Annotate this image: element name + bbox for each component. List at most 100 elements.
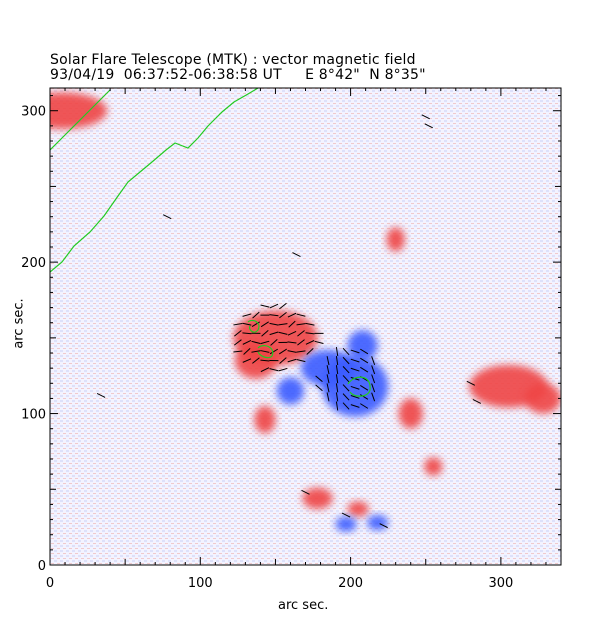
negative-region-3 [347,330,378,361]
y-tick-label: 300 [21,105,46,120]
axis-ticks [49,88,562,566]
field-vector-83 [350,367,360,372]
field-vector-78 [342,347,350,356]
negative-region-2 [276,377,304,405]
neutral-line-positive [247,319,260,333]
field-vector-94 [371,383,376,393]
field-vector-45 [287,312,297,318]
field-vector-84 [350,358,360,363]
field-vector-87 [360,394,369,400]
vector-field [96,114,482,529]
field-vector-8 [242,322,252,326]
field-vector-79 [350,404,360,408]
field-vector-55 [305,322,315,326]
field-vector-50 [296,323,306,326]
field-vector-57 [315,375,323,383]
field-vector-67 [335,383,339,393]
x-tick-label: 300 [488,576,513,591]
field-vector-6 [242,339,252,345]
x-axis-label: arc sec. [278,598,329,613]
field-vector-43 [287,330,297,336]
field-vector-18 [260,350,270,353]
field-vector-64 [326,356,330,366]
field-vector-56 [315,384,323,392]
field-vector-81 [350,385,360,390]
field-vector-102 [292,252,301,258]
field-vector-33 [279,357,287,364]
tick-labels: 0 100 200 300 0 100 200 300 [21,105,513,591]
field-vector-63 [326,365,330,375]
field-vector-72 [342,402,350,410]
field-vector-49 [297,330,305,337]
positive-region-5 [254,406,276,434]
field-vector-16 [260,367,270,373]
field-vector-85 [350,349,360,354]
field-vector-26 [269,348,279,355]
field-vector-53 [305,340,315,345]
field-vector-61 [326,383,330,393]
field-vector-42 [287,341,297,344]
field-vector-80 [350,395,360,399]
field-vector-10 [252,357,260,364]
field-vector-23 [260,304,270,308]
field-vector-97 [371,356,376,365]
field-vector-4 [242,358,252,363]
negative-region-5 [367,515,389,531]
y-tick-label: 0 [38,559,46,574]
field-vector-41 [287,350,297,353]
field-vector-68 [335,374,339,384]
x-tick-label: 0 [46,576,54,591]
field-vector-20 [261,329,269,337]
field-vector-73 [342,393,350,401]
negative-region-4 [335,516,357,532]
field-vector-100 [96,392,106,398]
field-vector-104 [379,523,388,529]
field-vector-34 [278,348,288,355]
field-vector-32 [278,367,288,372]
field-vector-11 [251,350,261,353]
x-tick-label: 200 [338,576,363,591]
positive-region-9 [386,227,405,252]
figure-title: Solar Flare Telescope (MTK) : vector mag… [50,52,416,68]
field-vector-47 [296,350,306,353]
field-vector-5 [243,348,251,355]
field-vector-2 [234,330,242,337]
field-vector-3 [233,323,243,326]
field-vector-88 [360,385,369,391]
field-vector-58 [314,340,324,344]
field-vector-101 [163,214,172,220]
field-vector-12 [251,340,261,344]
field-vector-44 [288,320,296,328]
field-vector-107 [421,114,430,120]
field-vector-54 [305,332,315,335]
field-vector-103 [301,489,310,495]
field-vector-46 [296,358,306,363]
positive-region-6 [424,457,443,476]
field-vector-1 [233,339,242,346]
field-vector-29 [269,322,279,326]
field-vector-69 [335,365,339,375]
field-vector-9 [242,313,252,317]
field-vector-74 [342,384,350,392]
field-vector-70 [335,356,339,366]
field-vector-91 [360,357,369,364]
field-vector-71 [335,346,339,357]
field-vector-52 [306,348,314,355]
field-vector-17 [260,359,270,362]
field-vector-77 [342,356,350,365]
field-vector-76 [342,366,350,374]
field-vector-98 [466,380,476,386]
limb-contour-outer [50,89,111,151]
field-vector-40 [287,358,297,363]
field-vector-95 [371,374,376,384]
field-vector-93 [371,392,376,402]
field-vector-28 [269,331,279,336]
field-vector-92 [360,348,369,355]
field-vector-48 [297,339,305,346]
field-vector-15 [252,311,260,319]
figure-subtitle: 93/04/19 06:37:52-06:38:58 UT E 8°42" N … [50,67,426,83]
field-vector-36 [278,331,288,335]
field-vector-60 [326,392,330,402]
field-vector-65 [335,401,339,411]
